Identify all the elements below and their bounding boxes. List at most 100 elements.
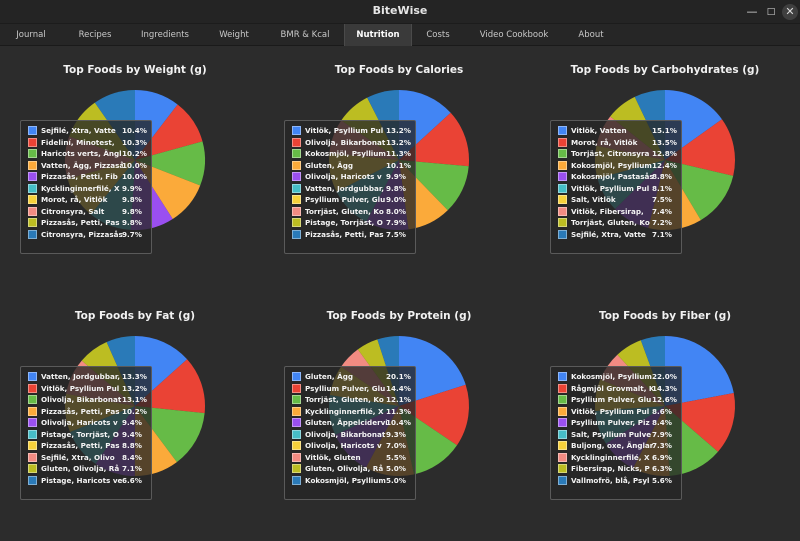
pie-slice[interactable] — [135, 141, 206, 186]
tab-video-cookbook[interactable]: Video Cookbook — [479, 30, 549, 40]
legend-label: Kycklinginnerfilé, X — [41, 183, 120, 193]
legend-label: Kycklinginnerfilé, X — [571, 452, 650, 462]
legend-percent: 9.8% — [386, 183, 406, 193]
pie-slice[interactable] — [665, 160, 734, 221]
pie-slice[interactable] — [665, 119, 736, 176]
legend-percent: 9.9% — [386, 172, 406, 181]
legend-percent: 6.9% — [652, 452, 672, 462]
legend-entry: Olivolja, Haricots v 9.9% — [292, 171, 411, 183]
legend-percent: 10.0% — [122, 160, 147, 170]
chart-title: Top Foods by Carbohydrates (g) — [570, 64, 760, 76]
legend-label: Pistage, Torrjäst, O — [41, 429, 119, 439]
pie-slice[interactable] — [399, 112, 470, 167]
legend-label: Kokosmjöl, Psyllium — [305, 149, 386, 158]
legend-swatch — [558, 395, 567, 404]
legend-swatch — [292, 372, 301, 381]
legend-entry: Citronsyra, Salt 9.8% — [28, 206, 147, 218]
pie-slice[interactable] — [665, 392, 736, 452]
legend-swatch — [558, 137, 567, 147]
chart-title: Top Foods by Fat (g) — [74, 310, 196, 322]
legend-label: Sejfilé, Xtra, Vatte — [571, 229, 646, 239]
legend-percent: 5.0% — [386, 475, 406, 485]
minimize-icon[interactable]: — — [746, 5, 758, 18]
legend-label: Citronsyra, Salt — [41, 206, 105, 216]
legend-label: Haricots verts, Ängl — [41, 149, 122, 158]
legend-entry: Kycklinginnerfilé, X 9.9% — [28, 183, 147, 195]
tab-bmr-kcal[interactable]: BMR & Kcal — [280, 30, 330, 40]
legend-entry: Psyllium Pulver, Glu 14.4% — [292, 383, 411, 395]
legend-label: Morot, rå, Vitlök — [41, 195, 108, 204]
chart-legend: Gluten, Ägg 20.1% Psyllium Pulver, Glu 14.4… — [284, 366, 416, 500]
pie-slice[interactable] — [135, 406, 205, 463]
legend-percent: 9.8% — [122, 206, 142, 216]
legend-label: Olivolja, Bikarbonat — [305, 137, 386, 147]
legend-swatch — [558, 441, 567, 450]
legend-entry: Pizzasås, Petti, Pas 8.8% — [28, 440, 147, 452]
tab-ingredients[interactable]: Ingredients — [141, 30, 189, 40]
legend-entry: Pistage, Haricots ve 6.6% — [28, 475, 147, 487]
legend-label: Kokosmjöl, Psyllium — [571, 160, 652, 170]
legend-entry: Kokosmjöl, Pastasås 8.8% — [558, 171, 677, 183]
legend-entry: Buljong, oxe, Änglam 7.3% — [558, 440, 677, 452]
legend-entry: Kokosmjöl, Psyllium 12.4% — [558, 160, 677, 172]
chart-top-foods-by-weight-g: Top Foods by Weight (g) Sejfilé, Xtra, Va… — [20, 64, 240, 294]
legend-percent: 13.1% — [122, 395, 147, 404]
pie-slice[interactable] — [135, 359, 205, 414]
legend-entry: Psyllium Pulver, Piz 8.4% — [558, 417, 677, 429]
legend-entry: Vitlök, Psyllium Pul 8.1% — [558, 183, 677, 195]
legend-swatch — [292, 441, 301, 450]
legend-entry: Psyllium Pulver, Glu 12.6% — [558, 394, 677, 406]
legend-percent: 5.6% — [652, 475, 672, 485]
legend-label: Kokosmjöl, Pastasås — [571, 172, 653, 181]
legend-entry: Vatten, Jordgubbar, 13.3% — [28, 371, 147, 383]
chart-legend: Vitlök, Vatten 15.1% Morot, rå, Vitlök 13.5… — [550, 120, 682, 254]
legend-label: Torrjäst, Gluten, Ko — [571, 218, 650, 227]
tab-costs[interactable]: Costs — [426, 30, 450, 40]
legend-percent: 8.8% — [122, 441, 142, 450]
legend-label: Olivolja, Haricots v — [41, 418, 118, 427]
legend-percent: 11.3% — [386, 149, 411, 158]
legend-swatch — [558, 195, 567, 204]
legend-swatch — [28, 452, 37, 462]
legend-swatch — [292, 475, 301, 485]
legend-percent: 12.1% — [386, 395, 411, 404]
legend-percent: 7.4% — [652, 206, 672, 216]
close-icon[interactable]: ✕ — [782, 4, 798, 20]
legend-entry: Gluten, Olivolja, Rå 7.1% — [28, 463, 147, 475]
maximize-icon[interactable]: □ — [766, 7, 776, 17]
legend-swatch — [292, 195, 301, 204]
legend-swatch — [292, 229, 301, 239]
pie-slice[interactable] — [665, 336, 734, 406]
legend-label: Gluten, Ägg — [305, 372, 353, 381]
legend-percent: 9.9% — [122, 183, 142, 193]
tab-about[interactable]: About — [578, 30, 604, 40]
tab-nutrition[interactable]: Nutrition — [344, 24, 412, 46]
legend-label: Psyllium Pulver, Glu — [305, 383, 386, 393]
legend-percent: 13.2% — [386, 126, 411, 135]
chart-legend: Sejfilé, Xtra, Vatte 10.4% Fideliní, Minot… — [20, 120, 152, 254]
legend-entry: Pistage, Torrjäst, O 7.9% — [292, 217, 411, 229]
legend-swatch — [28, 464, 37, 473]
legend-percent: 6.6% — [122, 475, 142, 485]
legend-percent: 8.8% — [652, 172, 672, 181]
chart-top-foods-by-fiber-g: Top Foods by Fiber (g) Kokosmjöl, Psylliu… — [550, 310, 770, 540]
legend-percent: 5.0% — [386, 464, 406, 473]
title-bar: BiteWise — □ ✕ — [0, 0, 800, 24]
legend-swatch — [558, 160, 567, 170]
legend-swatch — [292, 395, 301, 404]
pie-slice[interactable] — [399, 384, 469, 446]
legend-label: Vitlök, Psyllium Pul — [571, 183, 650, 193]
tab-weight[interactable]: Weight — [219, 30, 249, 40]
legend-entry: Haricots verts, Ängl 10.2% — [28, 148, 147, 160]
legend-label: Torrjäst, Gluten, Ko — [305, 206, 384, 216]
tab-journal[interactable]: Journal — [16, 30, 46, 40]
legend-label: Kycklinginnerfilé, X — [305, 406, 384, 416]
pie-slice[interactable] — [399, 160, 469, 211]
legend-entry: Torrjäst, Gluten, Ko 8.0% — [292, 206, 411, 218]
legend-swatch — [28, 372, 37, 381]
tab-recipes[interactable]: Recipes — [78, 30, 112, 40]
legend-percent: 9.4% — [122, 418, 142, 427]
legend-percent: 14.4% — [386, 383, 411, 393]
legend-label: Citronsyra, Pizzasås — [41, 229, 123, 239]
legend-percent: 6.3% — [652, 464, 672, 473]
